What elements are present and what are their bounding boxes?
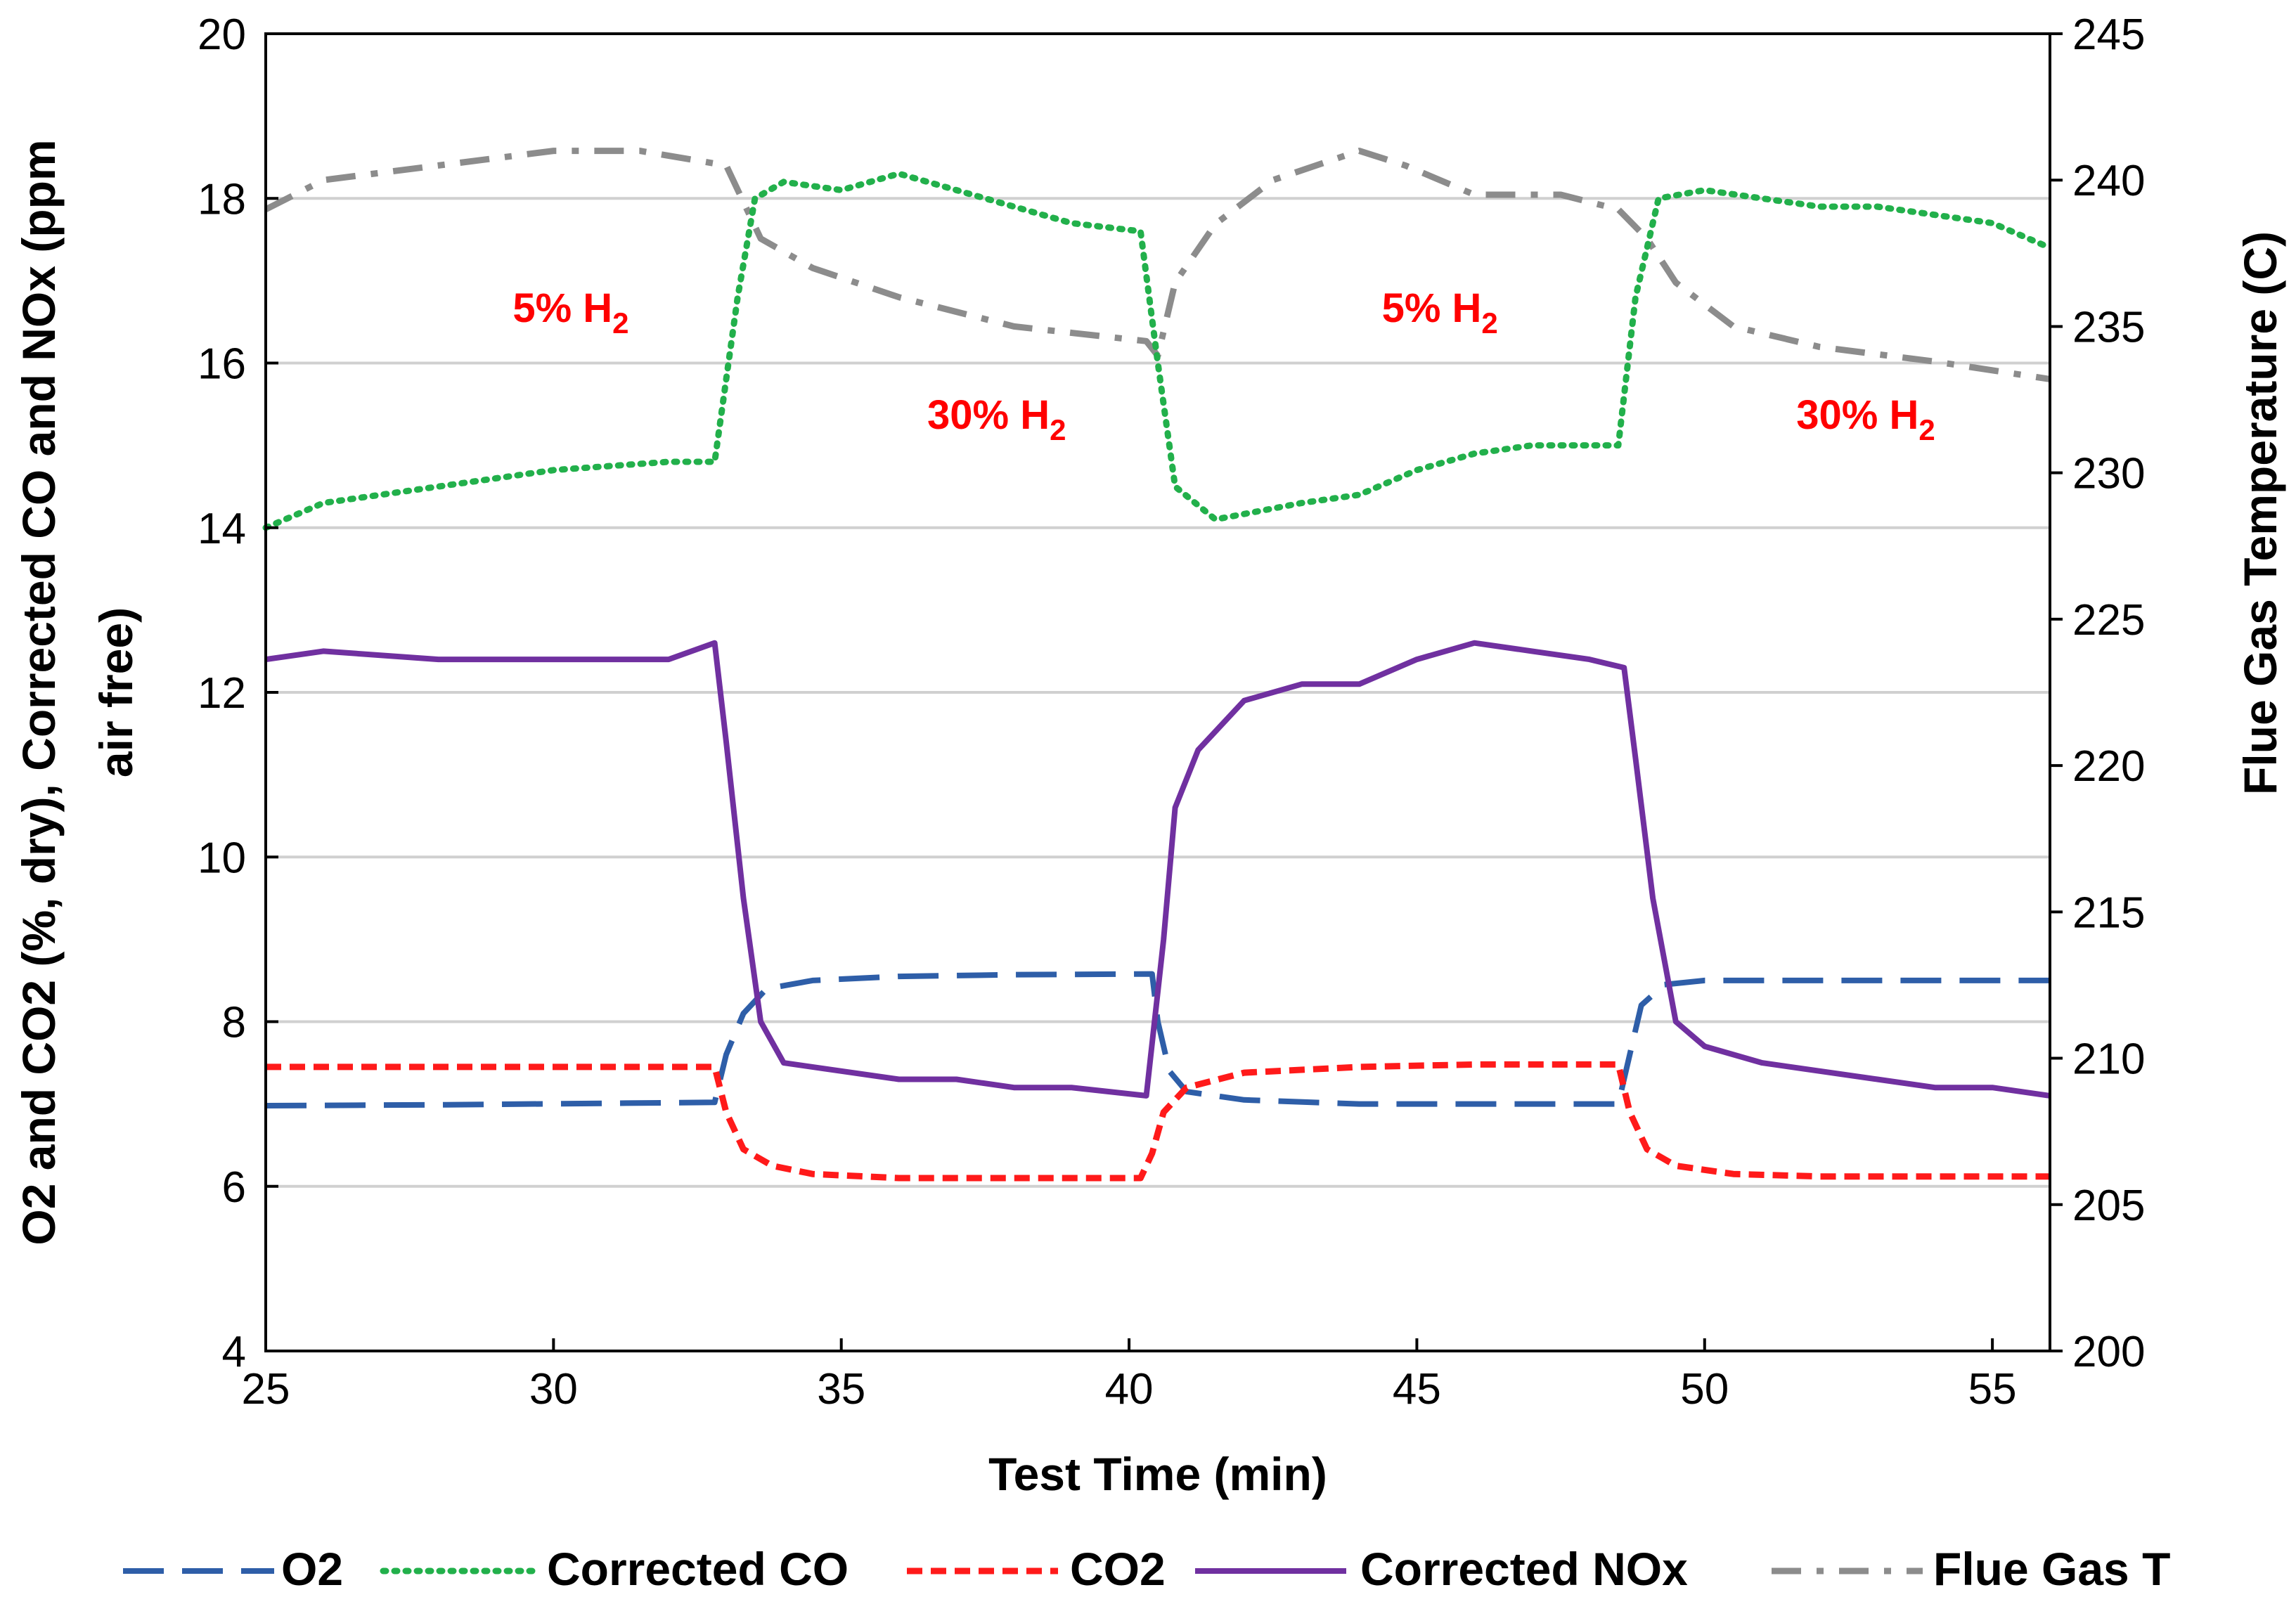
y-left-tick-label: 8	[222, 999, 246, 1047]
x-tick-label: 50	[1680, 1365, 1729, 1414]
y-left-tick-label: 14	[198, 505, 246, 553]
y-right-tick-label: 200	[2072, 1328, 2145, 1376]
y-right-tick-label: 225	[2072, 596, 2145, 645]
x-tick-label: 35	[817, 1365, 865, 1414]
series-line-o2	[265, 971, 2050, 1108]
annotation-label: 5% H2	[1382, 285, 1498, 340]
ticks-layer: 25 30 35 40 45 50 55 4 6 8 10 12 14 16 18 20 200 205 210 21…	[198, 11, 2145, 1414]
legend: O2 Corrected CO CO2 Corrected NOx Flue Gas T	[123, 1543, 2170, 1595]
y-left-tick-label: 20	[198, 11, 246, 59]
y-right-tick-label: 240	[2072, 157, 2145, 205]
y-left-tick-label: 18	[198, 175, 246, 224]
y-left-tick-label: 16	[198, 340, 246, 389]
series-line-corrected-nox	[265, 640, 2051, 1099]
series-line-co2	[266, 1061, 2050, 1182]
x-tick-label: 25	[242, 1365, 290, 1414]
series-layer	[262, 148, 2053, 1182]
annotation-label: 30% H2	[1796, 392, 1935, 446]
y-right-tick-label: 245	[2072, 11, 2145, 59]
annotation-text: 30% H	[1796, 392, 1918, 438]
series-line-corrected-co	[262, 170, 2053, 531]
y-axis-left-title-line1: O2 and CO2 (%, dry), Corrected CO and NO…	[13, 139, 65, 1245]
annotation-subscript: 2	[1481, 306, 1497, 340]
annotation-label: 5% H2	[512, 285, 628, 340]
y-right-tick-label: 205	[2072, 1182, 2145, 1230]
y-right-tick-label: 235	[2072, 303, 2145, 351]
y-right-tick-label: 230	[2072, 450, 2145, 498]
annotation-subscript: 2	[1050, 413, 1066, 446]
annotation-text: 5% H	[1382, 285, 1482, 331]
legend-label: Corrected NOx	[1360, 1543, 1688, 1595]
y-left-tick-label: 6	[222, 1163, 246, 1212]
annotation-subscript: 2	[1918, 413, 1935, 446]
y-right-tick-label: 220	[2072, 742, 2145, 791]
x-tick-label: 45	[1393, 1365, 1441, 1414]
y-left-tick-label: 4	[222, 1328, 246, 1376]
annotation-text: 30% H	[927, 392, 1050, 438]
annotation-text: 5% H	[512, 285, 612, 331]
annotation-subscript: 2	[612, 306, 628, 340]
x-axis-title: Test Time (min)	[988, 1448, 1327, 1500]
y-left-tick-label: 10	[198, 834, 246, 882]
legend-label: CO2	[1070, 1543, 1166, 1595]
y-right-tick-label: 215	[2072, 888, 2145, 937]
x-tick-label: 40	[1105, 1365, 1154, 1414]
legend-label: O2	[281, 1543, 343, 1595]
annotation-label: 30% H2	[927, 392, 1066, 446]
legend-label: Corrected CO	[547, 1543, 849, 1595]
y-axis-left-title-line2: air free)	[90, 607, 142, 777]
series-line-flue-gas-t	[264, 148, 2051, 382]
y-right-tick-label: 210	[2072, 1035, 2145, 1084]
y-axis-right-title: Flue Gas Temperature (C)	[2234, 231, 2286, 795]
x-tick-label: 30	[529, 1365, 578, 1414]
x-tick-label: 55	[1968, 1365, 2017, 1414]
y-left-tick-label: 12	[198, 669, 246, 718]
legend-label: Flue Gas T	[1933, 1543, 2170, 1595]
